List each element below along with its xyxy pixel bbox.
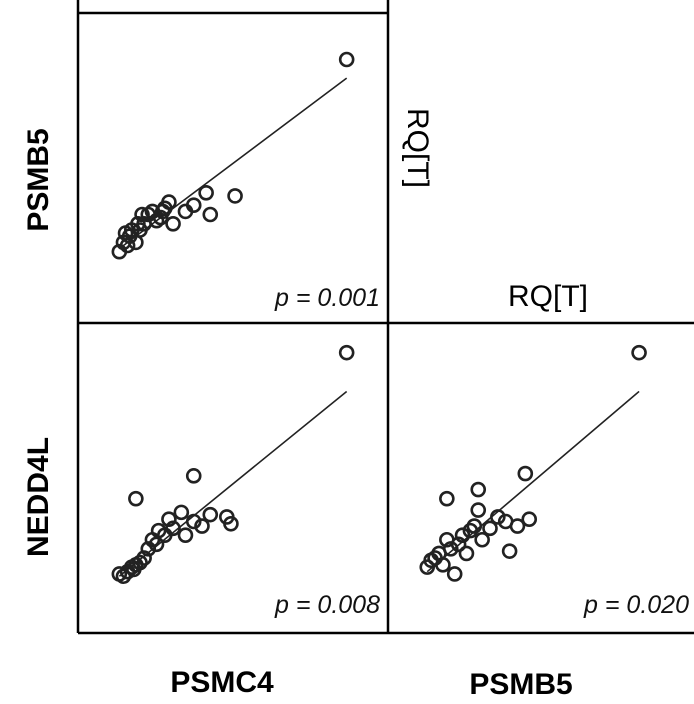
data-point: [136, 550, 152, 566]
data-point: [462, 522, 479, 539]
data-point: [446, 566, 463, 582]
panel-background-top-left: [78, 13, 388, 323]
data-point: [202, 206, 219, 223]
data-point: [117, 225, 134, 241]
data-point: [470, 481, 487, 498]
data-point: [442, 541, 459, 557]
data-point: [631, 344, 647, 361]
data-point: [140, 541, 157, 557]
data-point: [185, 468, 202, 484]
data-point: [482, 520, 498, 537]
diagonal-label-horizontal: RQ[T]: [508, 280, 588, 313]
data-point: [470, 502, 487, 518]
data-point: [202, 506, 219, 523]
data-point: [338, 344, 355, 361]
data-point: [474, 531, 490, 548]
data-point: [439, 490, 455, 507]
col-label-psmb5: PSMB5: [469, 668, 572, 701]
data-point: [185, 513, 202, 530]
data-point: [165, 520, 181, 537]
data-point: [198, 185, 214, 201]
fit-line: [118, 77, 348, 250]
data-point: [223, 515, 239, 532]
data-point: [338, 51, 355, 68]
data-point: [194, 518, 210, 534]
data-point: [134, 206, 150, 223]
data-point: [227, 188, 243, 204]
data-point: [501, 543, 518, 559]
scatter-panel-nedd4l-vs-psmc4: [111, 344, 355, 585]
data-point: [450, 536, 467, 553]
data-point: [521, 511, 538, 528]
data-point: [427, 550, 443, 566]
data-point: [154, 203, 171, 220]
data-point: [185, 197, 202, 213]
data-point: [130, 216, 146, 232]
diagonal-label-vertical: RQ[T]: [401, 108, 434, 188]
data-point: [177, 527, 194, 543]
data-point: [150, 522, 167, 539]
data-point: [165, 216, 181, 232]
p-value-top-left: p = 0.001: [274, 284, 380, 312]
panel-background-bottom-left: [78, 323, 388, 631]
data-point: [173, 504, 190, 521]
data-point: [161, 511, 177, 528]
data-point: [126, 561, 142, 578]
data-point: [490, 509, 506, 525]
row-label-nedd4l: NEDD4L: [22, 437, 55, 557]
p-value-bottom-right: p = 0.020: [583, 591, 689, 619]
data-point: [128, 490, 144, 507]
data-point: [509, 518, 526, 534]
col-label-psmc4: PSMC4: [170, 666, 274, 699]
p-value-bottom-left: p = 0.008: [274, 591, 380, 619]
data-point: [517, 465, 534, 482]
data-point: [458, 545, 475, 562]
scatter-panel-nedd4l-vs-psmb5: [419, 344, 647, 582]
data-point: [454, 527, 471, 543]
panel-background-bottom-right: [388, 323, 694, 631]
scatter-panel-psmb5-vs-psmc4: [111, 51, 355, 260]
row-label-psmb5: PSMB5: [22, 128, 55, 231]
data-point: [115, 568, 132, 585]
